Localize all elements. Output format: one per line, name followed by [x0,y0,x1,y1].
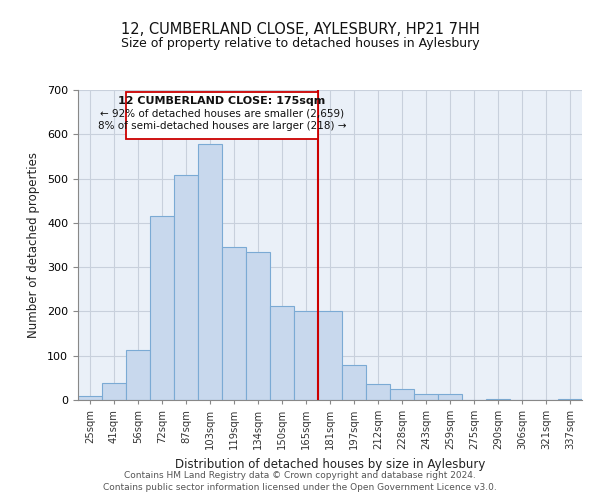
FancyBboxPatch shape [126,92,318,138]
Bar [486,398,510,400]
Bar [126,350,150,400]
Bar [342,364,366,400]
Text: ← 92% of detached houses are smaller (2,659): ← 92% of detached houses are smaller (2,… [100,108,344,118]
Bar [246,252,270,400]
Text: Size of property relative to detached houses in Aylesbury: Size of property relative to detached ho… [121,38,479,51]
Bar [366,384,390,400]
Bar [318,312,342,400]
Bar [390,389,414,400]
Bar [558,399,582,400]
Bar [414,394,438,400]
Bar [438,394,462,400]
Bar [174,175,198,400]
Text: Contains public sector information licensed under the Open Government Licence v3: Contains public sector information licen… [103,483,497,492]
Text: 12 CUMBERLAND CLOSE: 175sqm: 12 CUMBERLAND CLOSE: 175sqm [118,96,326,106]
Bar [294,310,318,400]
Bar [150,216,174,400]
Bar [222,247,246,400]
Text: Contains HM Land Registry data © Crown copyright and database right 2024.: Contains HM Land Registry data © Crown c… [124,470,476,480]
Bar [198,144,222,400]
Text: 12, CUMBERLAND CLOSE, AYLESBURY, HP21 7HH: 12, CUMBERLAND CLOSE, AYLESBURY, HP21 7H… [121,22,479,38]
Bar [270,306,294,400]
Bar [102,383,126,400]
Bar [78,396,102,400]
Text: 8% of semi-detached houses are larger (218) →: 8% of semi-detached houses are larger (2… [98,122,346,132]
Y-axis label: Number of detached properties: Number of detached properties [27,152,40,338]
X-axis label: Distribution of detached houses by size in Aylesbury: Distribution of detached houses by size … [175,458,485,470]
